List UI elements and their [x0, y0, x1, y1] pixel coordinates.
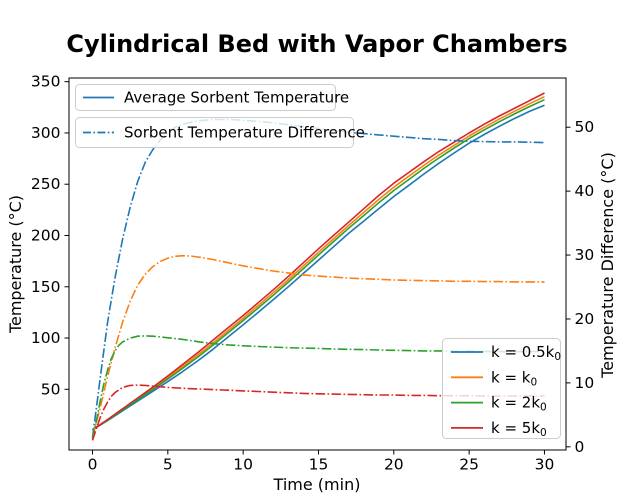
legend-k-subscript: 0: [540, 402, 547, 414]
series-line-temp-k1: [92, 95, 545, 431]
series-line-temp-k5: [92, 92, 545, 431]
legend-k-text: k = 0.5k: [491, 343, 555, 361]
x-tick-label: 0: [88, 456, 98, 474]
y-left-tick-label: 100: [31, 329, 61, 347]
series-line-diff-k1: [91, 254, 545, 438]
legend-label-avg-temp: Average Sorbent Temperature: [124, 89, 349, 107]
legend-k-subscript: 0: [554, 351, 561, 363]
y-right-axis-label: Temperature Difference (°C): [598, 152, 617, 379]
x-tick-label: 10: [233, 456, 253, 474]
y-right-tick-label: 40: [575, 182, 595, 200]
x-tick-label: 25: [459, 456, 479, 474]
series-line-temp-k2: [92, 98, 545, 431]
legend-label-k-1: k = k0: [491, 368, 537, 388]
y-left-axis-label: Temperature (°C): [6, 195, 25, 334]
y-left-tick-label: 250: [31, 175, 61, 193]
y-left-tick-label: 350: [31, 73, 61, 91]
y-right-tick-label: 10: [575, 374, 595, 392]
y-right-tick-label: 20: [575, 310, 595, 328]
series-line-temp-k0p5: [92, 104, 545, 431]
x-axis-label: Time (min): [273, 475, 361, 494]
legend-label-temp-diff: Sorbent Temperature Difference: [124, 124, 365, 142]
x-tick-label: 30: [535, 456, 555, 474]
legend-k-values: [442, 338, 561, 439]
y-left-tick-label: 200: [31, 226, 61, 244]
legend-k-text: k = 2k: [491, 394, 540, 412]
y-right-tick-label: 0: [575, 438, 585, 456]
y-left-tick-label: 50: [41, 380, 61, 398]
y-right-tick-label: 50: [575, 118, 595, 136]
legend-k-subscript: 0: [540, 427, 547, 439]
x-tick-label: 5: [163, 456, 173, 474]
legend-label-k-0: k = 0.5k0: [491, 343, 561, 363]
legend-k-subscript: 0: [530, 376, 537, 388]
y-left-tick-label: 300: [31, 124, 61, 142]
legend-k-text: k = k: [491, 368, 531, 386]
x-tick-label: 20: [384, 456, 404, 474]
x-tick-label: 15: [309, 456, 329, 474]
legend-label-k-3: k = 5k0: [491, 419, 547, 439]
y-right-tick-label: 30: [575, 246, 595, 264]
legend-k-text: k = 5k: [491, 419, 540, 437]
y-left-tick-label: 150: [31, 278, 61, 296]
chart-title: Cylindrical Bed with Vapor Chambers: [66, 30, 567, 58]
legend-label-k-2: k = 2k0: [491, 394, 547, 414]
plot-area: [68, 77, 567, 451]
legend-line-style-dashdot: [75, 117, 354, 148]
legend-line-style-solid: [75, 84, 336, 111]
